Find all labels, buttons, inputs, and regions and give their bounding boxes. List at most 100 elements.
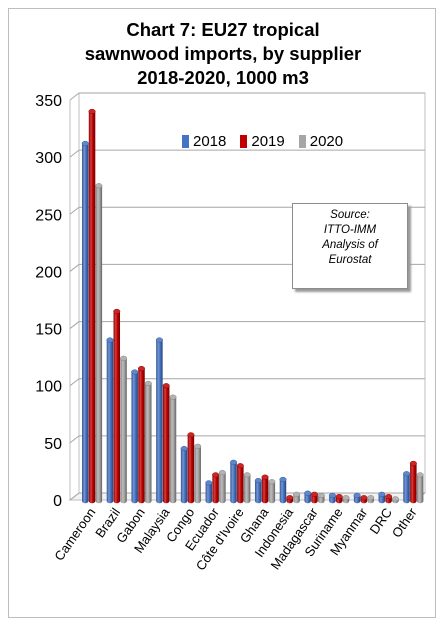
bar-top bbox=[88, 108, 96, 114]
bar-2019-congo bbox=[187, 434, 195, 504]
source-line-4: Eurostat bbox=[328, 254, 372, 266]
bar-2018-ecuador bbox=[205, 482, 213, 504]
bar-top bbox=[293, 491, 301, 497]
bar-2020-cameroon bbox=[95, 185, 103, 504]
bar-top bbox=[81, 140, 89, 146]
bar-top bbox=[155, 337, 163, 343]
plot-back-wall bbox=[78, 92, 426, 494]
bar-top bbox=[194, 443, 202, 449]
bar-top bbox=[106, 337, 114, 343]
bar-2020-c-te-d-ivoire bbox=[243, 474, 251, 504]
bar-top bbox=[403, 471, 411, 477]
source-note-box: Source: ITTO-IMM Analysis of Eurostat bbox=[292, 203, 408, 289]
bar-top bbox=[342, 495, 350, 501]
bar-top bbox=[304, 490, 312, 496]
bar-2020-ghana bbox=[268, 481, 276, 504]
bar-top bbox=[144, 380, 152, 386]
y-tick-label: 150 bbox=[35, 322, 62, 339]
source-line-1: Source: bbox=[330, 209, 370, 221]
gridline-depth bbox=[69, 206, 80, 215]
bar-top bbox=[391, 496, 399, 502]
bar-top bbox=[205, 480, 213, 486]
bar-2020-congo bbox=[194, 446, 201, 504]
x-tick-label: Cameroon bbox=[51, 505, 98, 563]
bar-2019-malaysia bbox=[162, 385, 170, 504]
bar-top bbox=[378, 491, 386, 497]
chart-legend: 2018 2019 2020 bbox=[182, 133, 343, 150]
source-line-2: ITTO-IMM bbox=[323, 224, 377, 236]
chart-title-line-2: sawnwood imports, by supplier bbox=[84, 43, 362, 64]
legend-item-2020: 2020 bbox=[298, 133, 344, 150]
bar-top bbox=[131, 369, 139, 375]
bar-2018-brazil bbox=[106, 340, 114, 504]
bar-top bbox=[120, 355, 128, 361]
bar-top bbox=[261, 474, 269, 480]
chart-title: Chart 7: EU27 tropical sawnwood imports,… bbox=[0, 18, 446, 90]
bar-top bbox=[317, 492, 325, 498]
gridline-depth bbox=[69, 264, 80, 272]
bar-2019-other bbox=[410, 463, 417, 504]
bar-top bbox=[360, 495, 368, 501]
legend-swatch-2020 bbox=[298, 135, 306, 148]
legend-item-2018: 2018 bbox=[182, 133, 226, 150]
bar-top bbox=[230, 459, 238, 465]
bar-top bbox=[367, 495, 375, 501]
bar-top bbox=[236, 463, 244, 469]
bar-top bbox=[409, 460, 417, 466]
bar-2018-malaysia bbox=[156, 340, 163, 504]
y-tick-label: 200 bbox=[35, 264, 62, 281]
bar-top bbox=[416, 472, 424, 478]
legend-label-2019: 2019 bbox=[251, 133, 285, 150]
gridline-depth bbox=[69, 492, 80, 501]
bar-2018-cameroon bbox=[82, 143, 89, 504]
bar-top bbox=[218, 470, 226, 476]
bar-top bbox=[286, 495, 294, 501]
bar-2020-ecuador bbox=[219, 472, 226, 504]
y-tick-label: 350 bbox=[35, 93, 62, 110]
bar-2020-gabon bbox=[145, 383, 152, 504]
bar-top bbox=[385, 494, 393, 500]
y-tick-label: 300 bbox=[35, 150, 62, 167]
bar-2018-madagascar bbox=[304, 493, 311, 504]
bar-2019-brazil bbox=[113, 311, 121, 504]
bar-2020-malaysia bbox=[169, 397, 177, 504]
bar-2020-other bbox=[416, 474, 424, 504]
chart-title-line-3: 2018-2020, 1000 m3 bbox=[137, 67, 309, 88]
y-tick-label: 100 bbox=[35, 379, 62, 396]
gridline-depth bbox=[69, 92, 80, 101]
bar-2019-c-te-d-ivoire bbox=[237, 465, 244, 504]
y-tick-label: 0 bbox=[53, 493, 62, 510]
bar-top bbox=[212, 472, 220, 478]
chart-title-line-1: Chart 7: EU27 tropical bbox=[126, 19, 320, 40]
bar-top bbox=[328, 492, 336, 498]
legend-swatch-2019 bbox=[240, 135, 248, 148]
bar-top bbox=[310, 491, 318, 497]
gridline-depth bbox=[69, 435, 80, 444]
bar-2018-congo bbox=[180, 448, 188, 504]
bar-2019-ghana bbox=[261, 477, 269, 504]
gridline-depth bbox=[69, 149, 80, 158]
bar-2018-other bbox=[403, 473, 410, 504]
y-tick-label: 50 bbox=[44, 436, 62, 453]
bar-top bbox=[137, 366, 145, 372]
bar-top bbox=[95, 183, 103, 189]
bar-2018-gabon bbox=[131, 372, 138, 504]
legend-swatch-2018 bbox=[182, 135, 189, 148]
bar-2019-ecuador bbox=[212, 474, 219, 504]
bar-2018-c-te-d-ivoire bbox=[230, 462, 237, 504]
bar-top bbox=[180, 446, 188, 452]
legend-label-2018: 2018 bbox=[193, 133, 227, 150]
bar-top bbox=[335, 494, 343, 500]
source-line-3: Analysis of bbox=[322, 239, 378, 251]
bar-2019-gabon bbox=[138, 368, 145, 504]
bar-2018-ghana bbox=[255, 480, 262, 504]
bar-2018-indonesia bbox=[279, 479, 287, 504]
bar-top bbox=[268, 479, 276, 485]
bar-2020-brazil bbox=[120, 358, 127, 504]
gridline-depth bbox=[69, 378, 80, 387]
bar-top bbox=[254, 478, 262, 484]
legend-label-2020: 2020 bbox=[309, 133, 344, 150]
bar-top bbox=[243, 472, 251, 478]
x-tick-label: Other bbox=[389, 505, 420, 541]
